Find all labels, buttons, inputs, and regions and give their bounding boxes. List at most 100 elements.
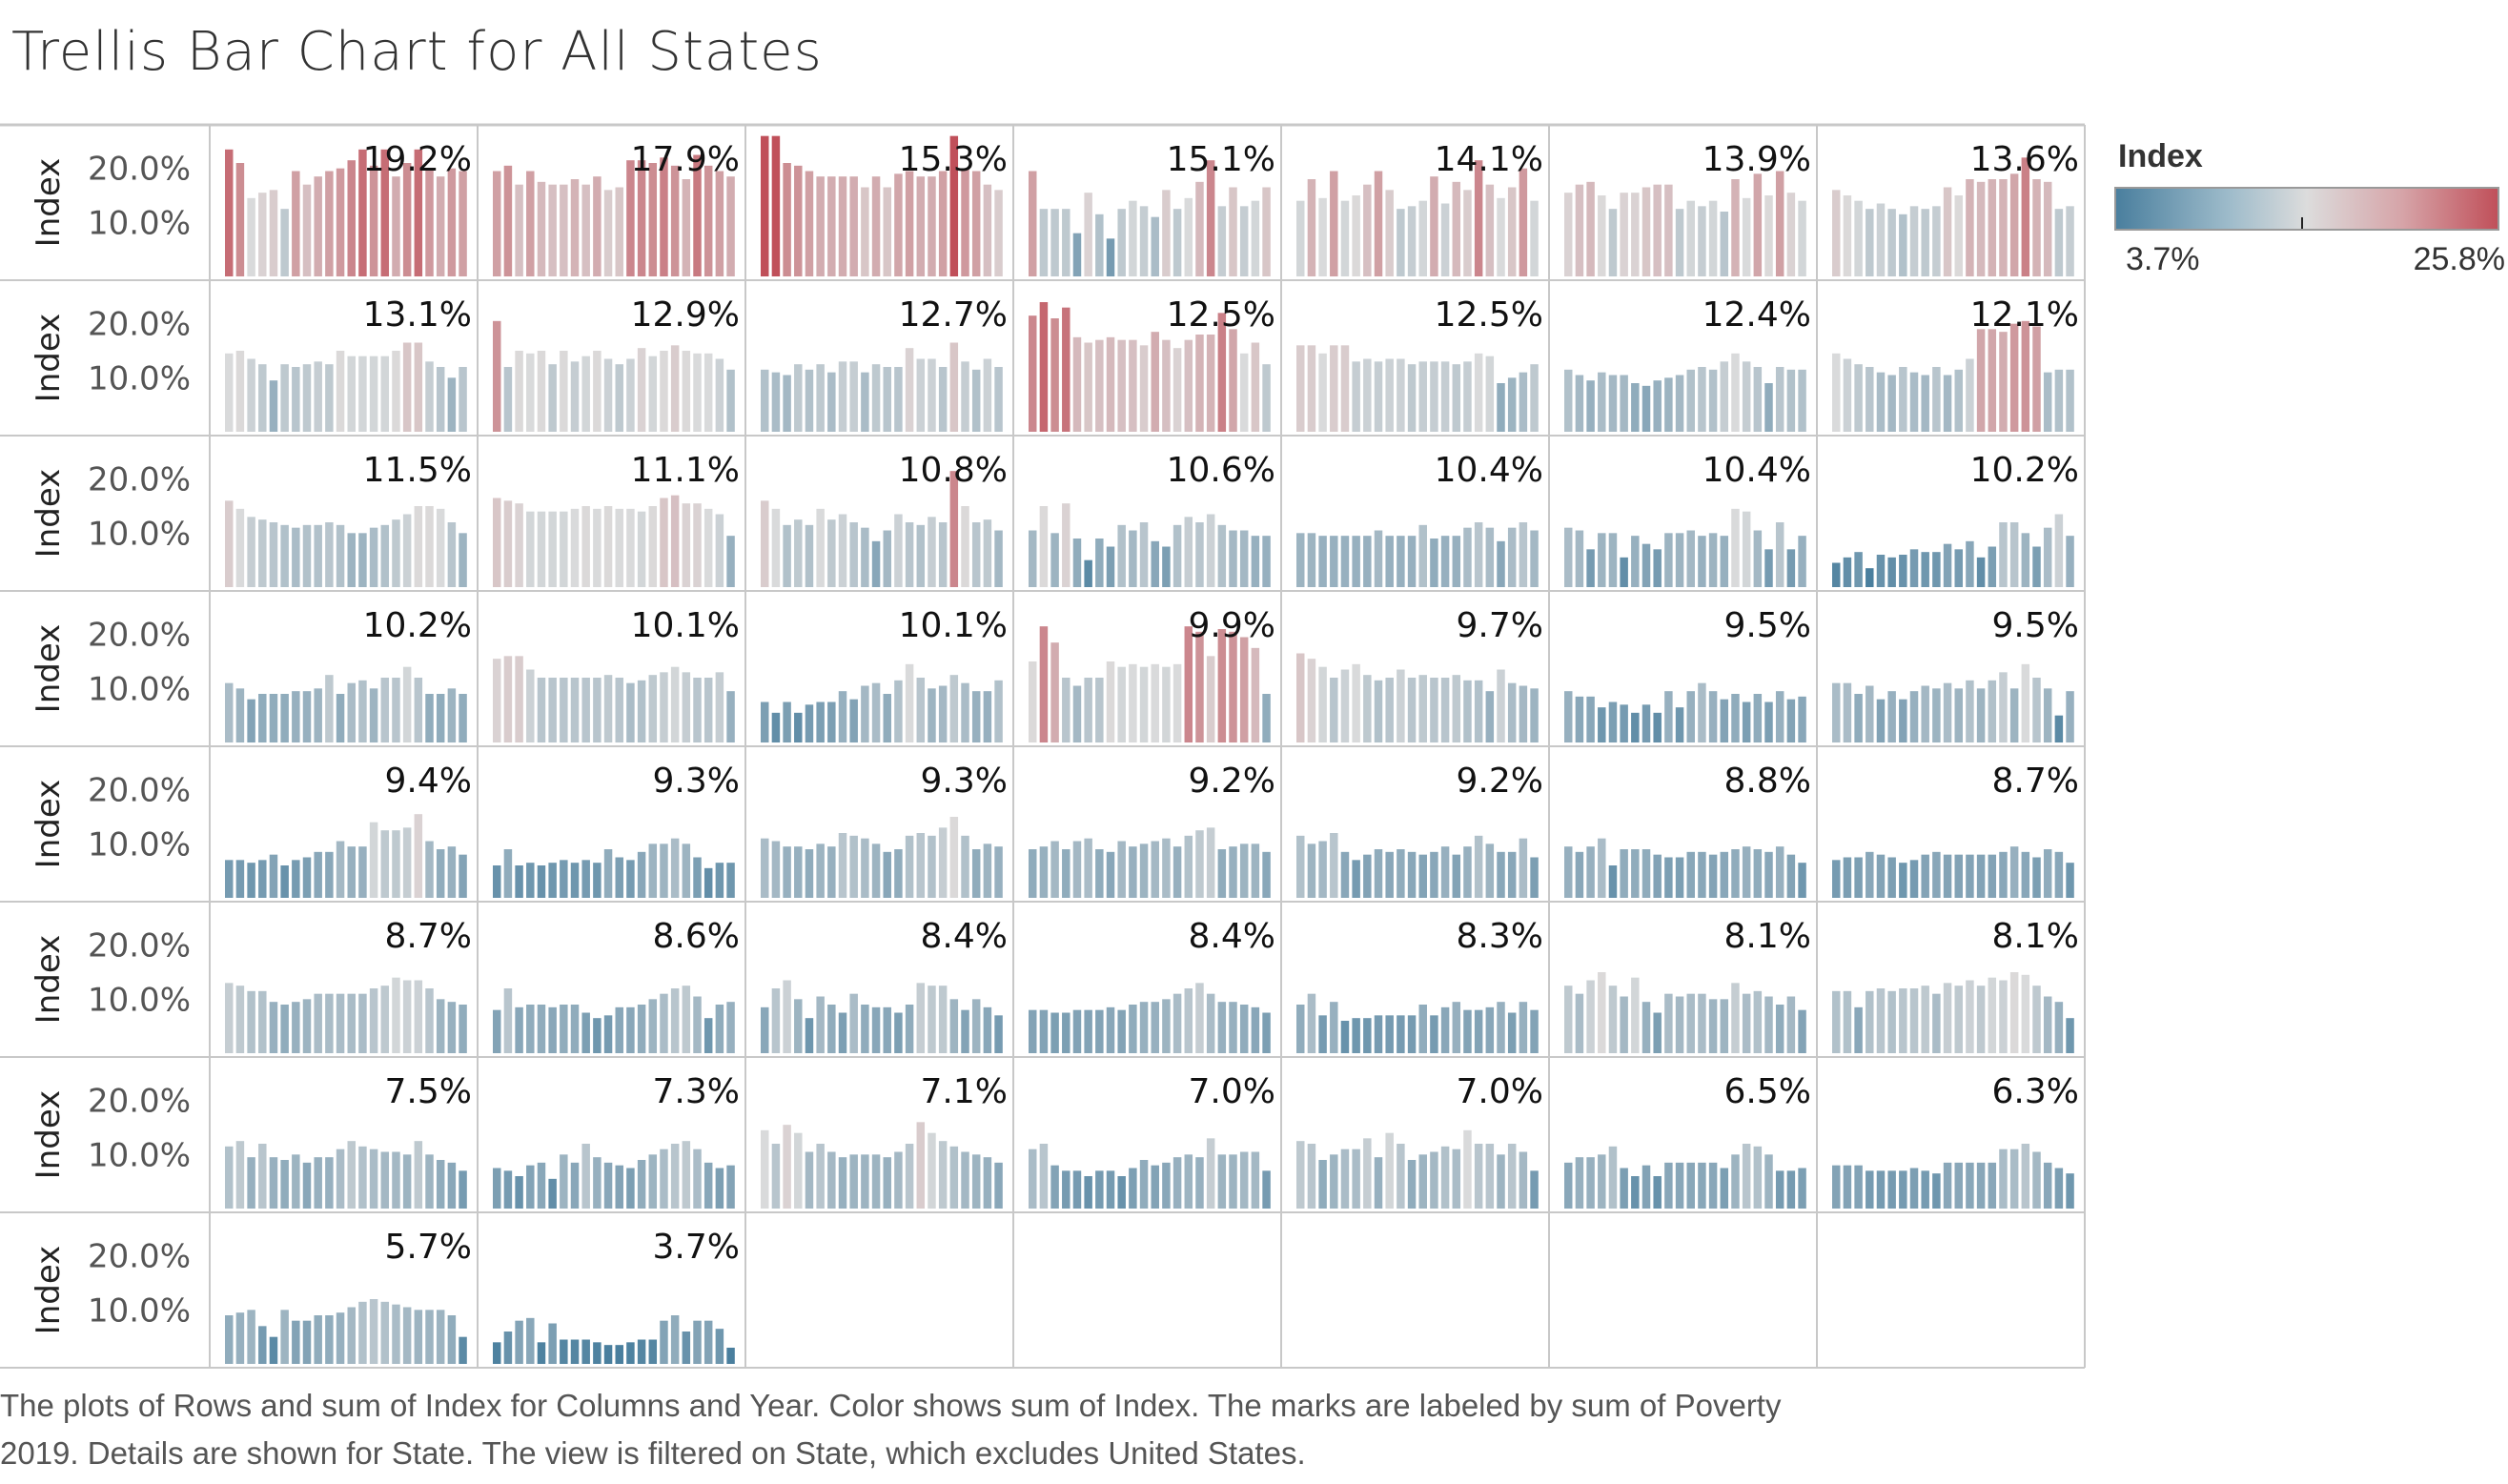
bar bbox=[1564, 193, 1573, 276]
y-axis-title: Index bbox=[30, 780, 68, 869]
bar bbox=[894, 1012, 903, 1053]
bar bbox=[1385, 190, 1394, 276]
panel-labels: 19.2% 17.9% 15.3% 15.1% 14.1% 13.9% 13.6% 13.1%… bbox=[363, 140, 2079, 1267]
bar bbox=[1708, 691, 1718, 742]
panel-value-label: 13.6% bbox=[1970, 140, 2079, 179]
bar bbox=[380, 1301, 390, 1364]
bar bbox=[1497, 669, 1505, 742]
bar bbox=[1909, 1168, 1919, 1209]
bar bbox=[581, 184, 590, 276]
bar bbox=[1307, 533, 1316, 587]
bar bbox=[715, 672, 724, 742]
bar bbox=[1742, 846, 1751, 898]
bar bbox=[1251, 342, 1260, 432]
bar bbox=[1029, 530, 1037, 587]
bar bbox=[1999, 179, 2008, 276]
bar bbox=[402, 1307, 412, 1364]
bar bbox=[358, 149, 367, 276]
bar bbox=[1195, 181, 1204, 276]
bar bbox=[1564, 691, 1573, 742]
bar bbox=[369, 356, 378, 432]
bar bbox=[225, 1315, 234, 1364]
bar bbox=[593, 1018, 602, 1053]
bar bbox=[660, 157, 668, 276]
bar bbox=[1139, 206, 1149, 276]
bar bbox=[1976, 181, 1986, 276]
bar bbox=[994, 680, 1003, 742]
bar bbox=[1151, 663, 1159, 742]
bar bbox=[1106, 238, 1115, 276]
bar bbox=[1798, 536, 1806, 587]
bar bbox=[1474, 353, 1483, 432]
bar bbox=[871, 1154, 881, 1209]
bar bbox=[1832, 860, 1841, 898]
bar bbox=[794, 712, 803, 742]
bar bbox=[1832, 1165, 1841, 1209]
bar bbox=[325, 364, 334, 432]
bar bbox=[1340, 200, 1350, 276]
bar bbox=[1106, 661, 1115, 742]
bar bbox=[1374, 171, 1383, 276]
panel-value-label: 9.7% bbox=[1457, 606, 1543, 645]
y-tick-label: 20.0% bbox=[88, 461, 191, 499]
bar bbox=[503, 367, 513, 432]
bar bbox=[827, 701, 836, 742]
panel-value-label: 10.1% bbox=[899, 606, 1008, 645]
bar bbox=[1899, 367, 1907, 432]
bar bbox=[1497, 383, 1505, 432]
bar bbox=[1708, 999, 1718, 1053]
bar bbox=[1753, 694, 1763, 742]
bar bbox=[459, 367, 467, 432]
bar bbox=[1072, 685, 1082, 742]
bar bbox=[771, 841, 781, 898]
bar bbox=[1296, 200, 1305, 276]
bar bbox=[1887, 691, 1896, 742]
bar bbox=[1318, 1160, 1327, 1209]
bar bbox=[783, 1125, 791, 1209]
bar bbox=[1620, 704, 1628, 742]
bar bbox=[1932, 206, 1941, 276]
bar bbox=[292, 1002, 300, 1053]
bar bbox=[325, 171, 334, 276]
bar bbox=[537, 1342, 546, 1364]
bar bbox=[1507, 187, 1517, 276]
bar bbox=[703, 678, 713, 742]
bar bbox=[1072, 539, 1082, 587]
bar bbox=[1999, 672, 2008, 742]
bar bbox=[1530, 857, 1539, 898]
bar bbox=[693, 503, 702, 587]
bar bbox=[493, 498, 501, 587]
bar bbox=[637, 160, 646, 276]
bar bbox=[928, 1132, 936, 1209]
bar bbox=[1887, 375, 1896, 432]
bar bbox=[849, 835, 858, 898]
bar bbox=[247, 990, 255, 1053]
bar bbox=[369, 527, 378, 587]
bar bbox=[560, 860, 568, 898]
bar bbox=[693, 1320, 702, 1364]
bar bbox=[1440, 678, 1450, 742]
bar bbox=[761, 500, 769, 587]
bar bbox=[358, 533, 367, 587]
bar bbox=[2021, 320, 2030, 432]
bar bbox=[1866, 851, 1874, 898]
bar bbox=[983, 358, 992, 432]
bar bbox=[1988, 179, 1997, 276]
bar bbox=[1675, 375, 1684, 432]
bar bbox=[537, 1005, 546, 1053]
bar bbox=[314, 688, 322, 742]
bar bbox=[1664, 691, 1673, 742]
bar bbox=[258, 519, 267, 587]
bar bbox=[816, 1144, 825, 1209]
bar bbox=[1095, 849, 1104, 898]
bar bbox=[1330, 833, 1338, 898]
bar bbox=[2043, 1162, 2052, 1209]
bar bbox=[805, 704, 814, 742]
bar bbox=[838, 1012, 847, 1053]
bar bbox=[1229, 329, 1237, 432]
bar bbox=[670, 1144, 680, 1209]
caption-line-2: 2019. Details are shown for State. The v… bbox=[0, 1435, 1306, 1471]
bar bbox=[1050, 209, 1059, 276]
bar bbox=[1229, 846, 1237, 898]
bar bbox=[1876, 555, 1886, 587]
